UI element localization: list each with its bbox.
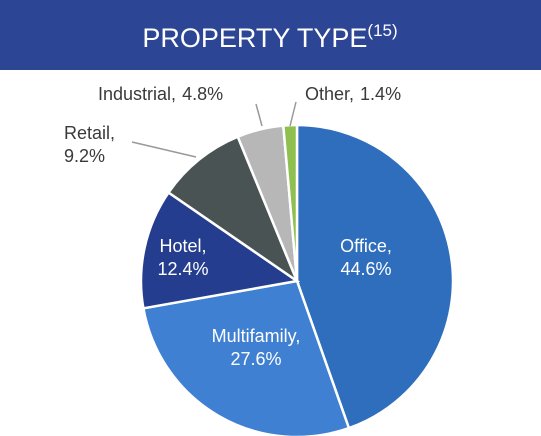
separator: , [110,123,115,143]
pie-slice [141,279,351,436]
separator: , [387,236,392,256]
leader-line [255,103,263,127]
separator: , [202,236,207,256]
pie-slice [139,190,301,310]
slice-value-label: 9.2% [64,146,105,166]
slice-label: Office, 44.6% [340,236,392,279]
slice-value-label: 44.6% [340,259,391,279]
title-bar [0,0,541,70]
slice-category: Retail [64,123,110,143]
slice-label: Retail, 9.2% [64,123,115,166]
slice-category: Multifamily [212,326,297,346]
slice-label: Industrial, 4.8% [98,84,223,104]
slice-value-label: 12.4% [157,259,208,279]
slice-category: Other [305,84,350,104]
slice-category: Office [340,236,387,256]
separator: , [349,84,354,104]
separator: , [295,326,300,346]
slice-label: Multifamily, 27.6% [212,326,301,369]
title-text: PROPERTY TYPE [142,23,367,53]
leader-line [289,101,297,127]
title-note: (15) [367,21,397,40]
pie-slice [295,123,455,430]
slice-category: Industrial [98,84,171,104]
chart-title: PROPERTY TYPE(15) [142,21,397,53]
pie-slice [166,135,300,285]
separator: , [171,84,176,104]
slice-label: Hotel, 12.4% [157,236,208,279]
slice-label: Other, 1.4% [305,84,401,104]
slice-category: Hotel [159,236,201,256]
slice-value-label: 1.4% [360,84,401,104]
slice-value-label: 4.8% [182,84,223,104]
leader-line [131,141,197,158]
slice-value-label: 27.6% [230,349,281,369]
